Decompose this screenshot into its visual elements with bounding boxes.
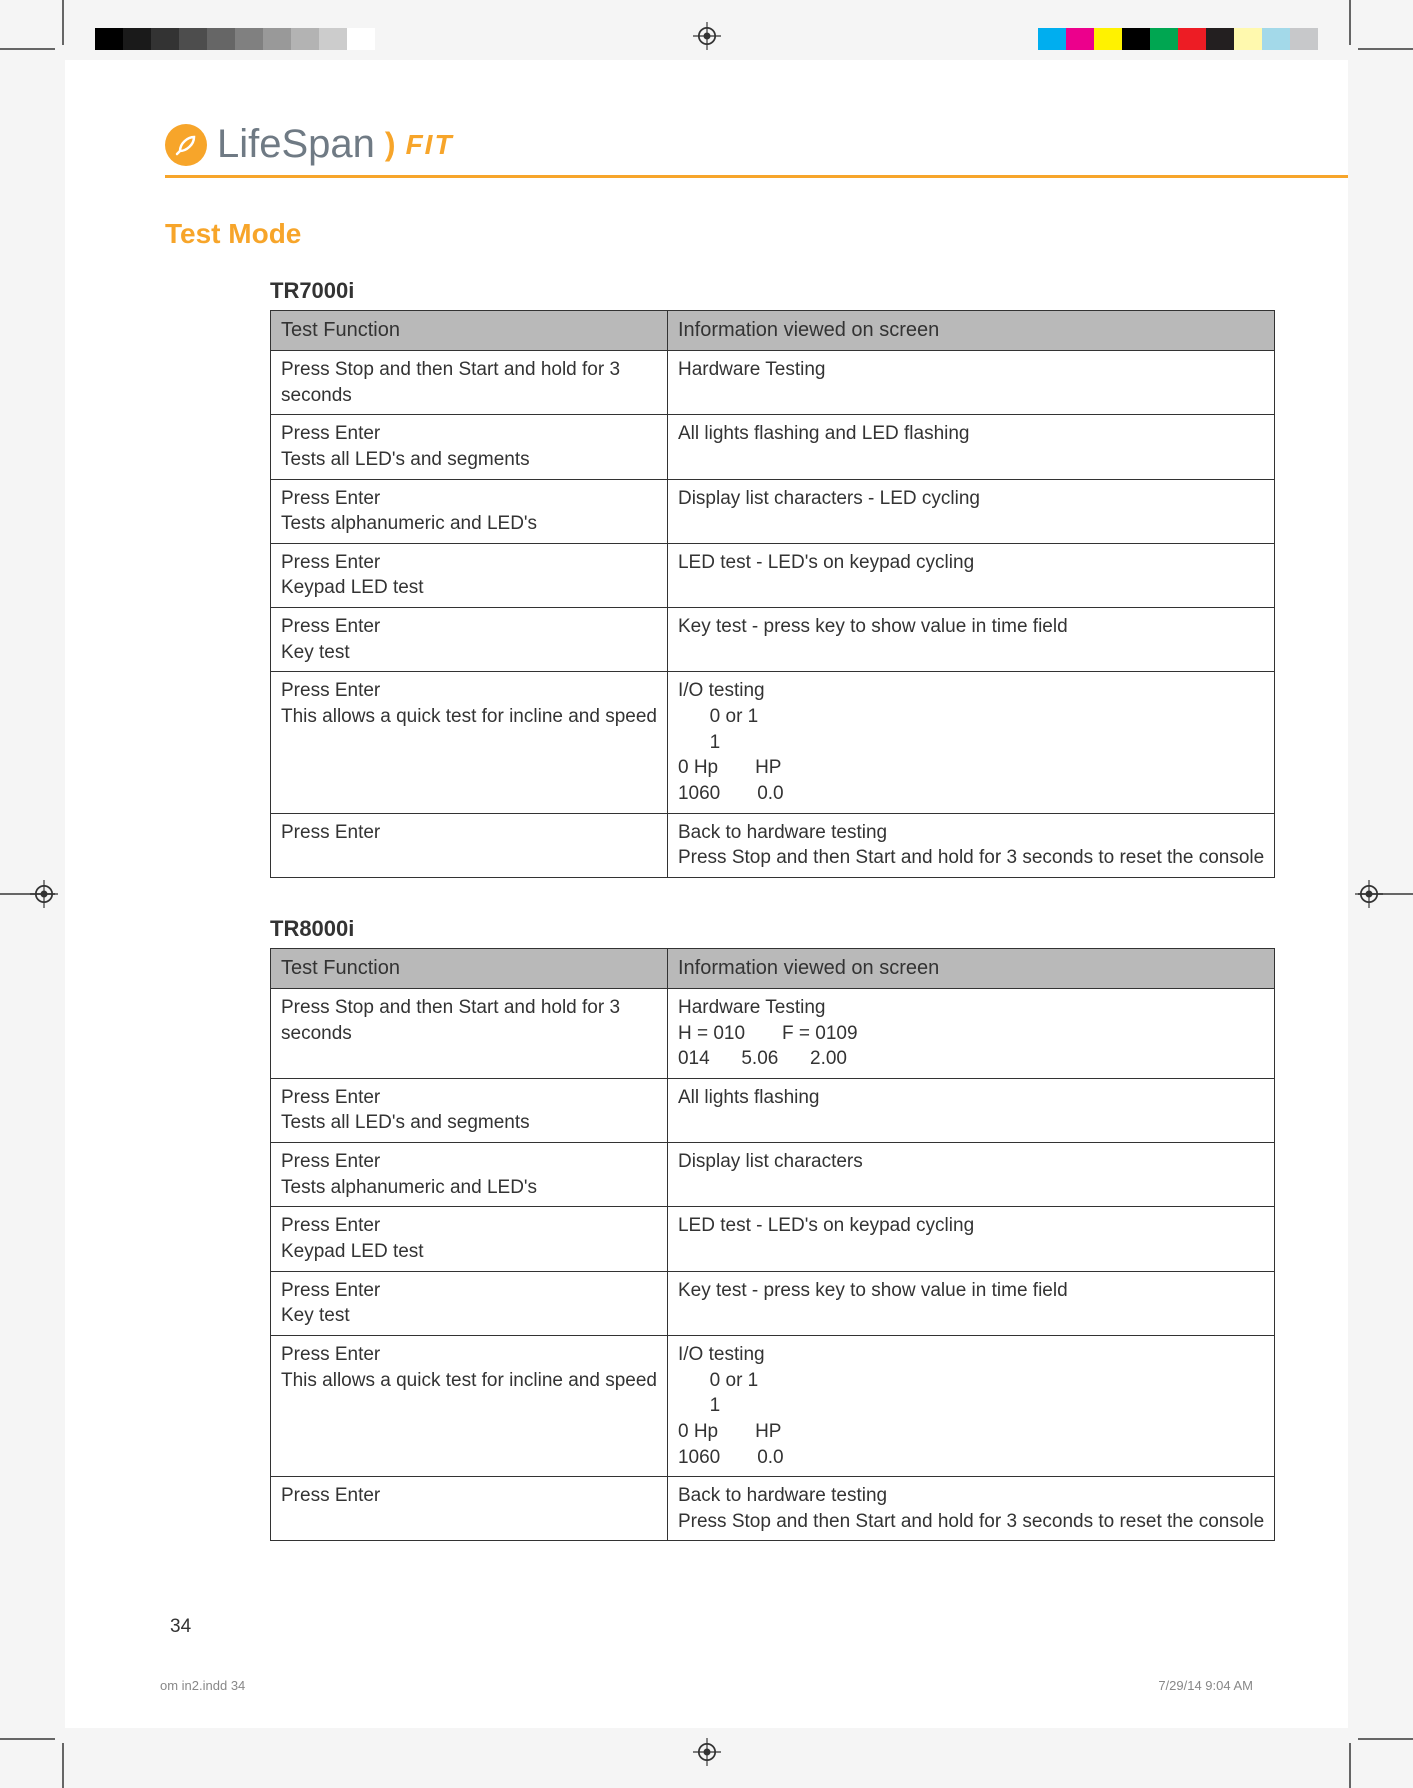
logo-text: LifeSpan [217,122,375,167]
crop-mark [0,48,55,50]
section-title: TR8000i [270,916,1168,942]
table-cell: All lights flashing [667,1078,1274,1142]
swatch [207,28,235,50]
page-number: 34 [170,1616,191,1638]
table-row: Press Enter Tests all LED's and segments… [271,1078,1275,1142]
grayscale-swatch-bar [95,28,375,50]
table-cell: Hardware Testing H = 010 F = 0109 014 5.… [667,988,1274,1078]
table-cell: Press Enter Keypad LED test [271,1207,668,1271]
table-cell: Key test - press key to show value in ti… [667,1271,1274,1335]
table-row: Press Enter Tests alphanumeric and LED's… [271,479,1275,543]
header-rule [165,175,1348,178]
table-cell: Press Enter Tests all LED's and segments [271,1078,668,1142]
table-row: Press Enter Tests alphanumeric and LED's… [271,1143,1275,1207]
table-cell: Back to hardware testing Press Stop and … [667,813,1274,877]
swatch [291,28,319,50]
test-table: Test FunctionInformation viewed on scree… [270,310,1275,878]
logo-suffix: FIT [406,129,454,161]
table-row: Press EnterBack to hardware testing Pres… [271,1477,1275,1541]
table-cell: Press Enter [271,813,668,877]
table-cell: Press Stop and then Start and hold for 3… [271,351,668,415]
registration-mark-icon [1355,880,1383,908]
crop-mark [62,0,64,45]
table-header: Test Function [271,948,668,988]
swatch [1178,28,1206,50]
leaf-icon [165,124,207,166]
table-cell: Press Enter Tests alphanumeric and LED's [271,479,668,543]
swatch [235,28,263,50]
crop-mark [1349,1743,1351,1788]
registration-mark-icon [693,22,721,50]
table-cell: I/O testing 0 or 1 1 0 Hp HP 1060 0.0 [667,1335,1274,1476]
table-cell: Press Enter This allows a quick test for… [271,1335,668,1476]
crop-mark [1358,48,1413,50]
table-cell: Press Enter Tests alphanumeric and LED's [271,1143,668,1207]
table-cell: Press Enter Key test [271,1271,668,1335]
swatch [319,28,347,50]
crop-mark [0,1738,55,1740]
table-row: Press Enter This allows a quick test for… [271,1335,1275,1476]
swatch [263,28,291,50]
content: Test Mode TR7000iTest FunctionInformatio… [65,178,1348,1541]
table-cell: Hardware Testing [667,351,1274,415]
table-row: Press Enter This allows a quick test for… [271,672,1275,813]
swatch [1122,28,1150,50]
table-header: Information viewed on screen [667,311,1274,351]
section-title: TR7000i [270,278,1168,304]
table-cell: Display list characters - LED cycling [667,479,1274,543]
footer-timestamp: 7/29/14 9:04 AM [1158,1678,1253,1693]
table-cell: Press Enter Keypad LED test [271,543,668,607]
swatch [1066,28,1094,50]
table-row: Press Stop and then Start and hold for 3… [271,351,1275,415]
footer-filename: om in2.indd 34 [160,1678,245,1693]
table-cell: I/O testing 0 or 1 1 0 Hp HP 1060 0.0 [667,672,1274,813]
table-cell: LED test - LED's on keypad cycling [667,1207,1274,1271]
table-header: Test Function [271,311,668,351]
registration-mark-icon [30,880,58,908]
table-cell: Press Enter [271,1477,668,1541]
crop-mark [1358,1738,1413,1740]
swatch [179,28,207,50]
crop-mark [1349,0,1351,45]
registration-mark-icon [693,1738,721,1766]
table-cell: All lights flashing and LED flashing [667,415,1274,479]
table-row: Press Stop and then Start and hold for 3… [271,988,1275,1078]
table-cell: Press Stop and then Start and hold for 3… [271,988,668,1078]
crop-mark [62,1743,64,1788]
table-cell: Press Enter This allows a quick test for… [271,672,668,813]
table-cell: Press Enter Key test [271,608,668,672]
table-cell: Press Enter Tests all LED's and segments [271,415,668,479]
table-cell: Key test - press key to show value in ti… [667,608,1274,672]
page: LifeSpan ) FIT Test Mode TR7000i Test Fun… [65,60,1348,1728]
table-row: Press Enter Keypad LED testLED test - LE… [271,1207,1275,1271]
swatch [1290,28,1318,50]
swatch [151,28,179,50]
logo-paren-icon: ) [385,126,396,163]
table-row: Press EnterBack to hardware testing Pres… [271,813,1275,877]
swatch [347,28,375,50]
table-row: Press Enter Tests all LED's and segments… [271,415,1275,479]
table-cell: Back to hardware testing Press Stop and … [667,1477,1274,1541]
table-header: Information viewed on screen [667,948,1274,988]
swatch [1038,28,1066,50]
swatch [1234,28,1262,50]
page-title: Test Mode [165,218,1168,250]
test-table: Test FunctionInformation viewed on scree… [270,948,1275,1542]
table-row: Press Enter Keypad LED testLED test - LE… [271,543,1275,607]
swatch [1150,28,1178,50]
table-cell: LED test - LED's on keypad cycling [667,543,1274,607]
swatch [123,28,151,50]
swatch [95,28,123,50]
color-swatch-bar [1038,28,1318,50]
table-row: Press Enter Key testKey test - press key… [271,608,1275,672]
swatch [1206,28,1234,50]
swatch [1094,28,1122,50]
table-row: Press Enter Key testKey test - press key… [271,1271,1275,1335]
header: LifeSpan ) FIT [65,60,1348,178]
swatch [1262,28,1290,50]
logo: LifeSpan ) FIT [165,122,454,167]
table-cell: Display list characters [667,1143,1274,1207]
